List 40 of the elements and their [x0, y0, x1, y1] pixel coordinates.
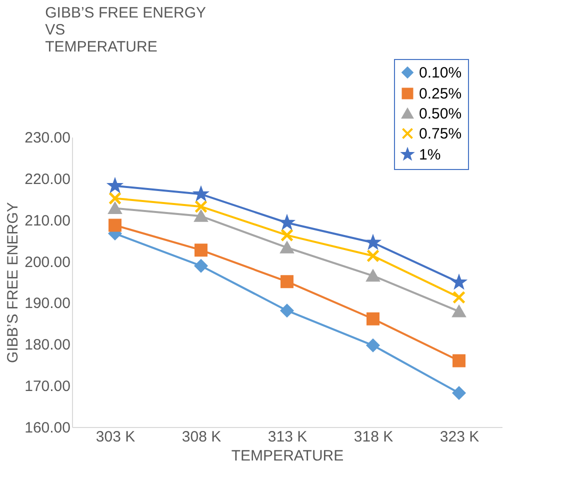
- point: [108, 218, 122, 232]
- point: [280, 275, 294, 288]
- point: [280, 304, 294, 318]
- point: [194, 244, 208, 257]
- legend-label: 0.50%: [419, 106, 462, 122]
- point: [280, 228, 294, 242]
- point: [452, 306, 466, 318]
- x-tick-label: 323 K: [440, 428, 480, 446]
- y-tick-label: 180.00: [24, 336, 70, 354]
- legend-label: 1%: [419, 146, 441, 164]
- point: [108, 192, 122, 205]
- point: [452, 354, 466, 368]
- y-tick-label: 220.00: [24, 170, 70, 188]
- y-tick-label: 160.00: [24, 420, 70, 436]
- y-tick-label: 190.00: [24, 295, 70, 312]
- legend-label: 0.75%: [419, 126, 462, 142]
- y-tick-label: 230.00: [24, 130, 70, 146]
- point: [366, 338, 380, 352]
- y-axis-title: GIBB’S FREE ENERGY: [4, 202, 22, 363]
- point: [194, 259, 208, 272]
- point: [452, 290, 466, 304]
- point: [366, 270, 380, 282]
- y-tick-label: 200.00: [24, 254, 70, 271]
- x-tick-label: 313 K: [268, 428, 308, 446]
- legend-label: 0.10%: [419, 64, 462, 82]
- x-axis-title: TEMPERATURE: [231, 448, 344, 464]
- point: [194, 210, 208, 222]
- x-tick-label: 318 K: [354, 428, 394, 446]
- point: [108, 202, 122, 214]
- point: [366, 249, 380, 262]
- y-tick-label: 210.00: [24, 212, 70, 230]
- point: [194, 200, 208, 214]
- point: [280, 242, 294, 254]
- point: [452, 386, 466, 400]
- legend-label: 0.25%: [419, 86, 462, 102]
- point: [366, 312, 380, 326]
- x-tick-label: 303 K: [96, 428, 136, 446]
- x-tick-label: 308 K: [182, 428, 222, 446]
- chart-title: GIBB’S FREE ENERGY VS TEMPERATURE: [45, 4, 206, 56]
- y-tick-label: 170.00: [24, 378, 70, 396]
